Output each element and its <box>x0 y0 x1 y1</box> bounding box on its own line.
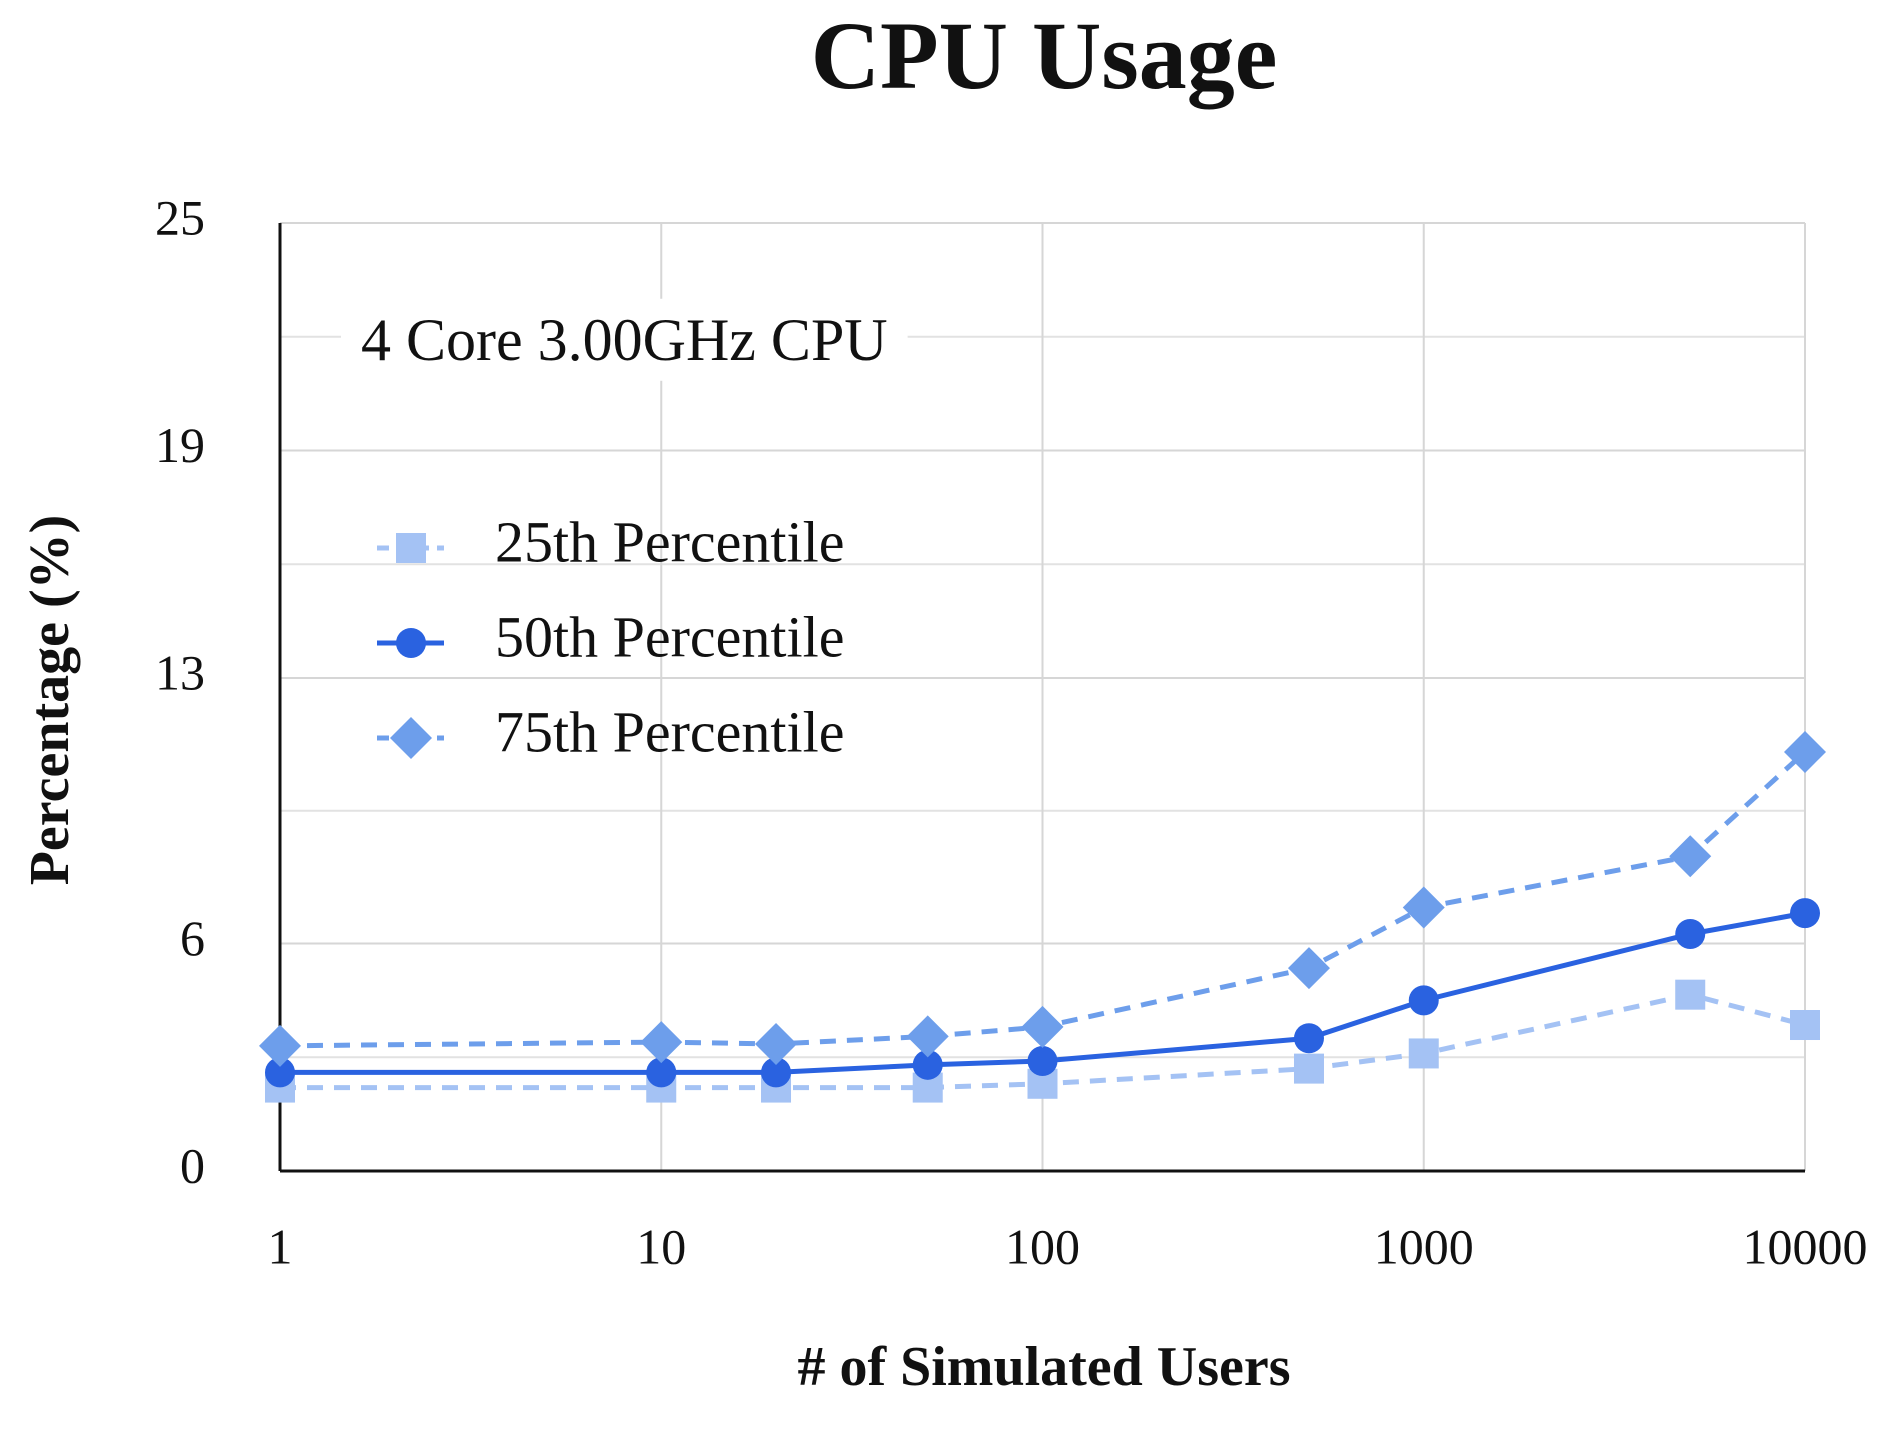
data-point <box>755 1022 798 1065</box>
x-tick-label: 1000 <box>1374 1218 1474 1274</box>
data-point <box>761 1057 792 1088</box>
legend-label: 50th Percentile <box>495 604 845 669</box>
data-point <box>1021 1005 1064 1048</box>
data-point <box>1027 1046 1058 1077</box>
data-point <box>1675 979 1706 1010</box>
annotation-background <box>341 298 908 381</box>
legend-marker <box>396 628 426 658</box>
data-point <box>912 1049 943 1080</box>
chart-title: CPU Usage <box>811 2 1278 109</box>
data-point <box>1402 886 1445 929</box>
data-point <box>1669 835 1712 878</box>
data-point <box>1790 1010 1820 1041</box>
data-point <box>640 1021 683 1064</box>
data-point <box>1790 898 1820 929</box>
data-point <box>1408 985 1439 1016</box>
data-point <box>259 1024 301 1067</box>
legend-label: 75th Percentile <box>495 699 845 764</box>
x-axis-label: # of Simulated Users <box>797 1336 1290 1398</box>
data-point <box>1293 1023 1324 1054</box>
y-axis-label: Percentage (%) <box>19 515 81 886</box>
annotation: 4 Core 3.00GHz CPU <box>361 307 888 373</box>
y-tick-label: 19 <box>155 417 205 473</box>
y-tick-label: 25 <box>155 189 205 245</box>
data-point <box>906 1015 949 1058</box>
data-point <box>1287 947 1330 990</box>
x-tick-label: 10 <box>636 1218 686 1274</box>
x-tick-label: 10000 <box>1743 1218 1868 1274</box>
data-point <box>1675 919 1706 949</box>
data-point <box>265 1057 295 1088</box>
legend-label: 25th Percentile <box>495 509 845 574</box>
y-tick-label: 13 <box>155 645 205 701</box>
data-point <box>1784 730 1826 773</box>
legend-marker <box>396 533 426 563</box>
x-tick-label: 100 <box>1005 1218 1080 1274</box>
y-tick-label: 0 <box>180 1137 205 1193</box>
y-tick-label: 6 <box>180 910 205 966</box>
x-tick-label: 1 <box>268 1218 293 1274</box>
data-point <box>646 1057 677 1088</box>
data-point <box>1293 1053 1324 1084</box>
legend-marker <box>390 717 432 759</box>
data-point <box>1408 1038 1439 1069</box>
